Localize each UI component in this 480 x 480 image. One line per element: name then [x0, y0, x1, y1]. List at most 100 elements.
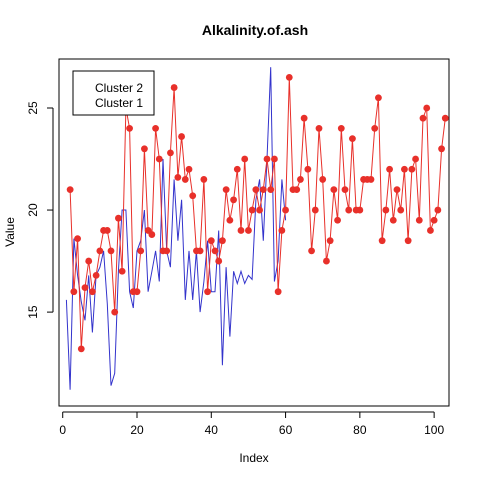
x-axis: 0 20 40 60 80 100	[59, 411, 444, 437]
series-line-cluster-1	[65, 67, 287, 390]
legend-entry-cluster-1: Cluster 1	[95, 96, 143, 110]
data-point-cluster-2	[252, 186, 260, 194]
data-point-cluster-2	[308, 247, 315, 255]
data-point-cluster-2	[215, 257, 223, 265]
data-point-cluster-2	[378, 237, 386, 245]
data-point-cluster-2	[163, 247, 171, 255]
data-point-cluster-2	[66, 186, 74, 194]
data-point-cluster-2	[141, 145, 148, 153]
data-point-cluster-2	[256, 206, 263, 214]
data-point-cluster-2	[92, 271, 100, 279]
data-point-cluster-2	[259, 186, 267, 194]
data-point-cluster-2	[300, 114, 308, 122]
data-point-cluster-2	[285, 73, 293, 81]
data-point-cluster-2	[111, 308, 119, 316]
data-point-cluster-2	[81, 284, 89, 292]
x-tick-label: 20	[130, 423, 144, 437]
data-point-cluster-2	[267, 186, 275, 194]
data-point-cluster-2	[241, 155, 249, 163]
legend-box	[72, 70, 155, 116]
data-point-cluster-2	[434, 206, 442, 214]
data-point-cluster-2	[230, 196, 237, 204]
data-point-cluster-2	[96, 247, 104, 255]
data-point-cluster-2	[233, 165, 241, 173]
data-point-cluster-2	[226, 216, 234, 224]
data-point-cluster-2	[441, 114, 449, 122]
x-axis-label: Index	[239, 451, 268, 465]
data-point-cluster-2	[178, 133, 185, 140]
data-point-cluster-2	[430, 216, 438, 224]
data-point-cluster-2	[107, 247, 115, 255]
data-point-cluster-2	[89, 288, 96, 296]
plot-area-frame	[58, 58, 450, 407]
data-point-cluster-2	[170, 84, 178, 91]
x-tick-label: 80	[353, 423, 367, 437]
data-point-cluster-2	[412, 155, 419, 163]
x-tick-label: 100	[424, 423, 444, 437]
x-tick-label: 40	[205, 423, 219, 437]
y-axis-label: Value	[3, 217, 17, 247]
data-point-cluster-2	[219, 237, 226, 245]
data-point-cluster-2	[304, 165, 312, 173]
data-point-cluster-2	[382, 206, 390, 214]
data-point-cluster-2	[326, 237, 334, 245]
data-point-cluster-2	[401, 165, 408, 173]
data-point-cluster-2	[397, 206, 405, 214]
data-point-cluster-2	[85, 257, 93, 265]
data-point-cluster-2	[371, 124, 379, 132]
data-point-cluster-2	[133, 288, 141, 296]
data-point-cluster-2	[185, 165, 193, 173]
data-point-cluster-2	[282, 206, 289, 214]
data-point-cluster-2	[211, 247, 219, 255]
data-point-cluster-2	[415, 216, 423, 224]
data-point-cluster-2	[200, 176, 208, 183]
data-point-cluster-2	[367, 176, 375, 183]
x-tick-label: 60	[279, 423, 293, 437]
data-point-cluster-2	[77, 345, 85, 353]
y-tick-label: 15	[26, 305, 40, 319]
data-point-cluster-2	[337, 124, 345, 132]
y-tick-label: 20	[26, 203, 40, 217]
data-point-cluster-2	[237, 227, 245, 234]
data-point-cluster-2	[278, 227, 286, 234]
chart-title: Alkalinity.of.ash	[202, 22, 308, 38]
data-point-cluster-2	[334, 216, 341, 224]
data-point-cluster-2	[189, 192, 197, 200]
data-point-cluster-2	[408, 165, 416, 173]
data-point-cluster-2	[148, 231, 156, 238]
data-point-cluster-2	[297, 176, 304, 183]
data-point-cluster-2	[152, 124, 159, 132]
data-point-cluster-2	[103, 227, 111, 234]
data-point-cluster-2	[345, 206, 353, 214]
data-point-cluster-2	[427, 227, 434, 234]
data-point-cluster-2	[174, 173, 182, 181]
data-point-cluster-2	[386, 165, 393, 173]
y-tick-label: 25	[26, 101, 40, 115]
data-point-cluster-2	[207, 237, 215, 245]
data-point-cluster-2	[70, 288, 78, 296]
data-point-cluster-2	[271, 155, 278, 163]
series-line-cluster-2	[69, 77, 446, 349]
legend: Cluster 2 Cluster 1	[72, 70, 155, 116]
data-point-cluster-2	[315, 124, 323, 132]
data-point-cluster-2	[311, 206, 319, 214]
data-point-cluster-2	[204, 288, 211, 296]
data-point-cluster-2	[419, 114, 427, 122]
x-tick-label: 0	[59, 423, 66, 437]
data-point-cluster-2	[330, 186, 338, 194]
data-point-cluster-2	[293, 186, 301, 194]
data-point-cluster-2	[126, 124, 133, 132]
data-point-cluster-2	[167, 149, 174, 157]
data-point-cluster-2	[393, 186, 401, 194]
y-axis: 15 20 25	[26, 101, 54, 319]
legend-entry-cluster-2: Cluster 2	[95, 81, 143, 95]
data-point-cluster-2	[245, 227, 252, 234]
data-point-cluster-2	[196, 247, 204, 255]
data-point-cluster-2	[248, 206, 256, 214]
data-point-cluster-2	[319, 176, 327, 183]
data-point-cluster-2	[375, 94, 382, 102]
data-point-cluster-2	[323, 257, 330, 265]
series-layer	[65, 67, 449, 390]
data-point-cluster-2	[181, 176, 189, 183]
